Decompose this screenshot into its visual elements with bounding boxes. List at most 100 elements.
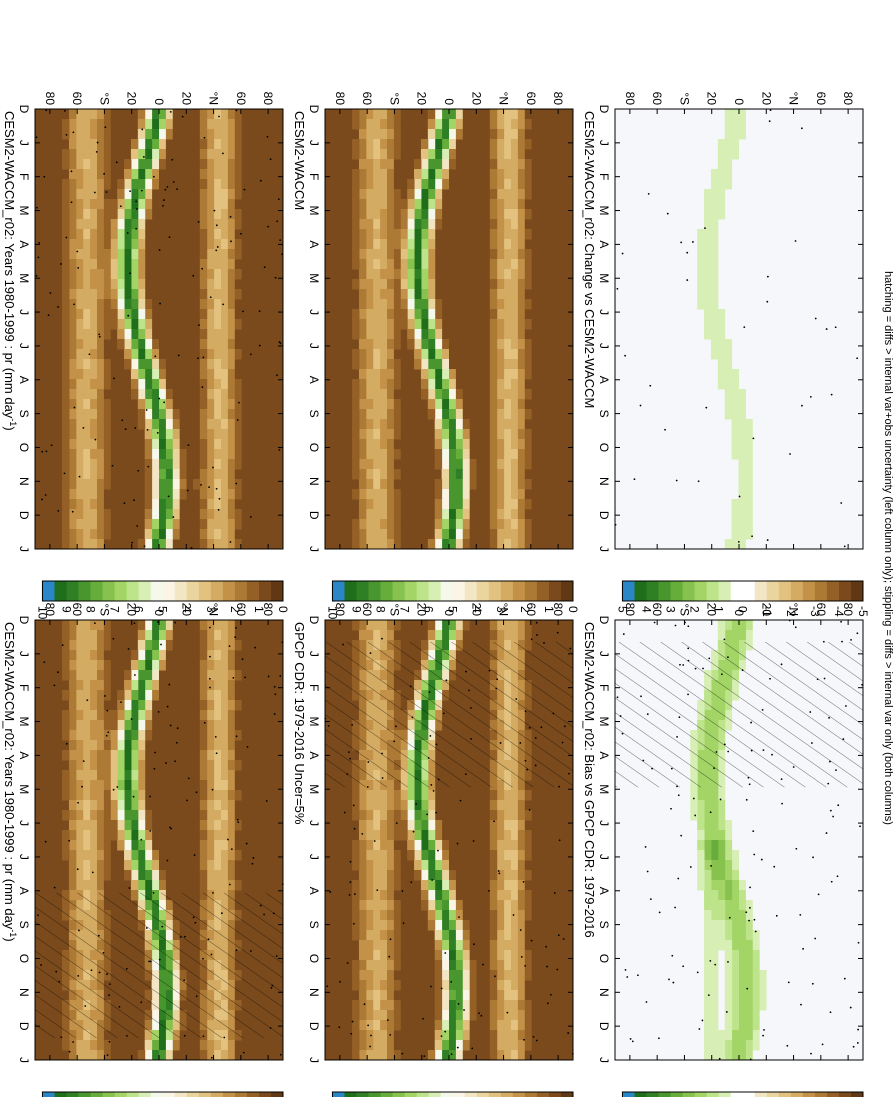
- heatmap-cell: [503, 299, 511, 310]
- heatmap-cell: [400, 209, 408, 220]
- heatmap-cell: [503, 910, 511, 921]
- heatmap-cell: [75, 489, 84, 500]
- stipple-dot: [276, 220, 279, 223]
- heatmap-cell: [62, 449, 70, 460]
- colorbar-segment: [198, 581, 211, 601]
- heatmap-cell: [352, 1030, 360, 1041]
- colorbar-tick-label: 0: [736, 606, 750, 613]
- heatmap-cell: [227, 339, 235, 350]
- heatmap-cell: [393, 519, 401, 530]
- heatmap-cell: [489, 519, 498, 530]
- heatmap-cell: [420, 810, 429, 821]
- colorbar-segment: [634, 581, 647, 601]
- heatmap-cell: [62, 660, 70, 671]
- stipple-dot: [494, 975, 496, 978]
- heatmap-cell: [144, 459, 153, 470]
- heatmap-cell: [227, 670, 235, 681]
- heatmap-cell: [158, 539, 166, 550]
- heatmap-cell: [103, 640, 111, 651]
- x-tick-label: J: [597, 546, 611, 552]
- heatmap-cell: [496, 630, 505, 641]
- stipple-dot: [254, 646, 257, 649]
- heatmap-cell: [103, 109, 111, 120]
- heatmap-cell: [352, 449, 360, 460]
- heatmap-cell: [407, 209, 415, 220]
- heatmap-cell: [151, 539, 159, 550]
- heatmap-cell: [352, 1010, 360, 1021]
- stipple-dot: [115, 161, 118, 164]
- y-tick-label: °S: [387, 92, 401, 105]
- heatmap-cell: [75, 279, 84, 290]
- heatmap-cell: [234, 239, 242, 250]
- stipple-dot: [363, 1003, 366, 1006]
- heatmap-cell: [407, 199, 415, 210]
- heatmap-cell: [213, 1050, 221, 1061]
- y-tick-label: 20: [415, 603, 429, 617]
- heatmap-cell: [489, 449, 498, 460]
- heatmap-cell: [96, 529, 104, 540]
- heatmap-cell: [234, 399, 242, 410]
- stipple-dot: [814, 937, 817, 940]
- stipple-dot: [263, 266, 266, 269]
- heatmap-cell: [96, 219, 104, 230]
- stipple-dot: [103, 172, 106, 175]
- stipple-dot: [195, 791, 198, 794]
- heatmap-cell: [213, 489, 221, 500]
- colorbar-segment: [174, 1092, 187, 1097]
- stipple-dot: [346, 773, 349, 776]
- heatmap-cell: [517, 319, 525, 330]
- x-tick-label: S: [307, 921, 321, 929]
- heatmap-cell: [503, 870, 511, 881]
- stipple-dot: [348, 894, 351, 896]
- heatmap-cell: [89, 790, 97, 801]
- heatmap-cell: [372, 920, 381, 931]
- heatmap-cell: [489, 169, 498, 180]
- heatmap-cell: [496, 119, 505, 130]
- heatmap-cell: [227, 650, 235, 661]
- heatmap-cell: [365, 139, 374, 150]
- heatmap-cell: [524, 259, 532, 270]
- heatmap-cell: [96, 259, 104, 270]
- heatmap-cell: [124, 239, 132, 250]
- heatmap-cell: [68, 309, 77, 320]
- heatmap-cell: [137, 329, 146, 340]
- heatmap-cell: [414, 239, 422, 250]
- heatmap-cell: [137, 850, 146, 861]
- heatmap-cell: [738, 409, 746, 420]
- heatmap-cell: [489, 950, 498, 961]
- heatmap-cell: [117, 329, 125, 340]
- stipple-dot: [835, 769, 837, 771]
- colorbar-segment: [440, 1092, 453, 1097]
- heatmap-cell: [517, 269, 525, 280]
- heatmap-cell: [393, 940, 401, 951]
- heatmap-cell: [496, 379, 505, 390]
- x-tick-label: J: [307, 651, 321, 657]
- heatmap-cell: [496, 319, 505, 330]
- heatmap-cell: [89, 860, 97, 871]
- stipple-dot: [523, 1038, 525, 1041]
- heatmap-cell: [414, 289, 422, 300]
- heatmap-cell: [62, 790, 70, 801]
- heatmap-cell: [82, 730, 91, 741]
- heatmap-cell: [75, 860, 84, 871]
- heatmap-cell: [462, 489, 470, 500]
- stipple-dot: [109, 983, 111, 986]
- heatmap-cell: [441, 1030, 449, 1041]
- heatmap-cell: [220, 860, 228, 871]
- stipple-dot: [103, 695, 106, 697]
- stipple-dot: [210, 1056, 213, 1059]
- heatmap-cell: [427, 369, 436, 380]
- heatmap-cell: [234, 349, 242, 360]
- heatmap-cell: [489, 1000, 498, 1011]
- stipple-dot: [222, 303, 225, 306]
- heatmap-cell: [710, 249, 719, 260]
- colorbar-segment: [802, 581, 815, 601]
- stipple-dot: [464, 773, 467, 776]
- heatmap-cell: [130, 379, 139, 390]
- heatmap-cell: [124, 319, 132, 330]
- heatmap-cell: [213, 710, 221, 721]
- heatmap-cell: [496, 830, 505, 841]
- stipple-dot: [631, 1040, 634, 1043]
- heatmap-cell: [510, 379, 518, 390]
- stipple-dot: [235, 482, 238, 485]
